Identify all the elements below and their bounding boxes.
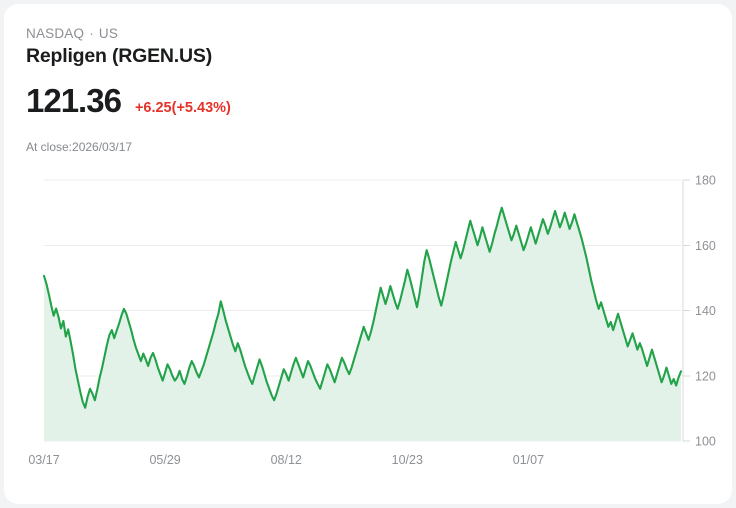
last-price: 121.36 xyxy=(26,82,122,119)
price-chart[interactable]: 180 160 140 120 100 03/17 05/29 08/12 10/23 01/0… xyxy=(4,160,732,480)
market-status: At close:2026/03/17 xyxy=(26,140,133,154)
chart-x-axis-labels: 03/17 05/29 08/12 10/23 01/07 xyxy=(28,453,544,467)
chart-line xyxy=(42,206,683,409)
chart-tickmarks xyxy=(682,179,690,442)
chart-y-axis-labels: 180 160 140 120 100 xyxy=(695,174,716,449)
y-axis-label: 140 xyxy=(695,304,716,318)
y-axis-label: 160 xyxy=(695,239,716,253)
price-change: +6.25(+5.43%) xyxy=(134,100,231,116)
x-axis-label: 03/17 xyxy=(28,453,59,467)
y-axis-label: 120 xyxy=(695,369,716,383)
exchange-row: NASDAQ · US xyxy=(26,26,118,41)
x-axis-label: 08/12 xyxy=(271,453,302,467)
separator-dot: · xyxy=(89,26,94,41)
x-axis-label: 10/23 xyxy=(392,453,423,467)
region-label: US xyxy=(98,26,119,41)
exchange-name: NASDAQ xyxy=(26,26,85,41)
chart-area-fill xyxy=(44,207,681,441)
page-title: Repligen (RGEN.US) xyxy=(26,45,212,67)
y-axis-label: 100 xyxy=(695,435,716,449)
stock-quote-card: NASDAQ · US Repligen (RGEN.US) 121.36 +6.2… xyxy=(4,4,732,504)
y-axis-label: 180 xyxy=(695,174,716,188)
x-axis-label: 01/07 xyxy=(513,453,544,467)
x-axis-label: 05/29 xyxy=(149,453,180,467)
price-row: 121.36 +6.25(+5.43%) xyxy=(26,84,231,117)
